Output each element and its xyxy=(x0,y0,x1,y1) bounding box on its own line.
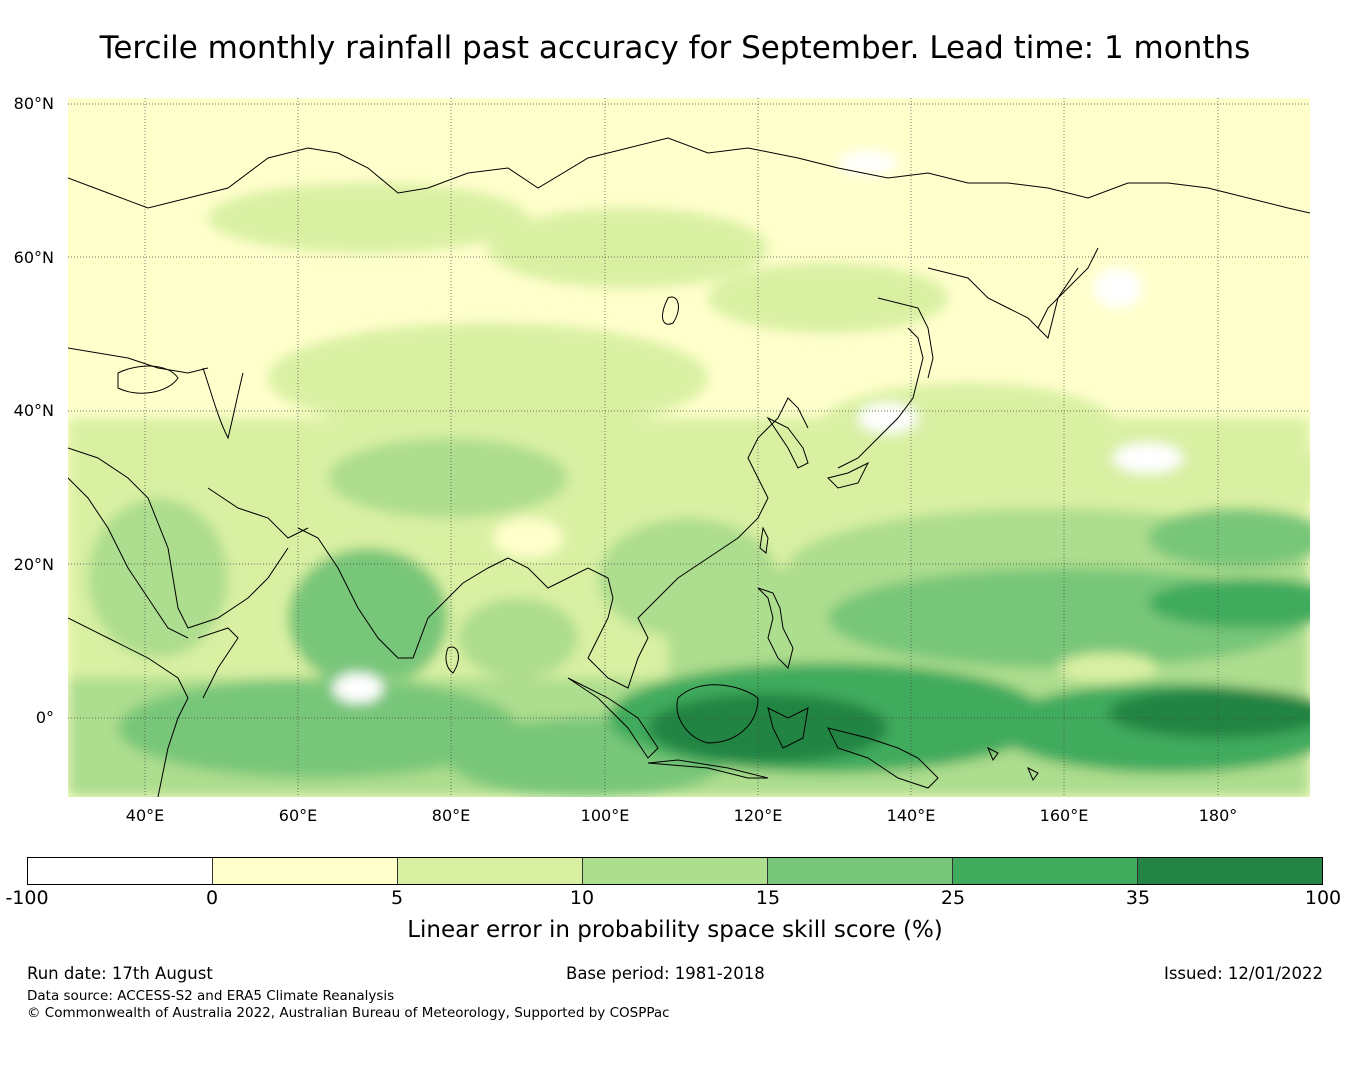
colorbar-segment xyxy=(953,858,1138,884)
skill-score-map xyxy=(68,98,1310,797)
page-title: Tercile monthly rainfall past accuracy f… xyxy=(99,30,1251,66)
copyright: © Commonwealth of Australia 2022, Austra… xyxy=(27,1005,670,1021)
colorbar-segment xyxy=(398,858,583,884)
graticule xyxy=(68,98,1310,797)
colorbar-tick: 35 xyxy=(1125,887,1151,909)
colorbar-tick: -100 xyxy=(5,887,49,909)
lat-tick-20n: 20°N xyxy=(13,555,54,574)
colorbar-segment xyxy=(583,858,768,884)
colorbar-tick: 10 xyxy=(569,887,595,909)
colorbar-segment xyxy=(1138,858,1322,884)
lat-tick-40n: 40°N xyxy=(13,401,54,420)
lon-tick-60e: 60°E xyxy=(278,806,318,825)
colorbar-label: Linear error in probability space skill … xyxy=(407,917,943,943)
colorbar-tick: 0 xyxy=(205,887,219,909)
lon-tick-120e: 120°E xyxy=(733,806,783,825)
colorbar xyxy=(27,857,1323,885)
lon-tick-180: 180° xyxy=(1198,806,1238,825)
colorbar-tick: 25 xyxy=(940,887,966,909)
lon-tick-80e: 80°E xyxy=(431,806,471,825)
issued-date: Issued: 12/01/2022 xyxy=(1163,964,1323,983)
colorbar-segment xyxy=(28,858,213,884)
coastlines xyxy=(68,137,1310,797)
colorbar-tick: 100 xyxy=(1304,887,1342,909)
colorbar-segment xyxy=(213,858,398,884)
skill-field xyxy=(68,151,1310,797)
data-source: Data source: ACCESS-S2 and ERA5 Climate … xyxy=(27,988,395,1004)
lon-tick-40e: 40°E xyxy=(125,806,165,825)
lon-tick-140e: 140°E xyxy=(886,806,936,825)
lat-tick-80n: 80°N xyxy=(13,94,54,113)
colorbar-tick: 5 xyxy=(390,887,404,909)
colorbar-tick: 15 xyxy=(755,887,781,909)
base-period: Base period: 1981-2018 xyxy=(566,964,765,983)
colorbar-segment xyxy=(768,858,953,884)
run-date: Run date: 17th August xyxy=(27,964,213,983)
lat-tick-0: 0° xyxy=(35,708,54,727)
lon-tick-160e: 160°E xyxy=(1039,806,1089,825)
lon-tick-100e: 100°E xyxy=(580,806,630,825)
lat-tick-60n: 60°N xyxy=(13,248,54,267)
